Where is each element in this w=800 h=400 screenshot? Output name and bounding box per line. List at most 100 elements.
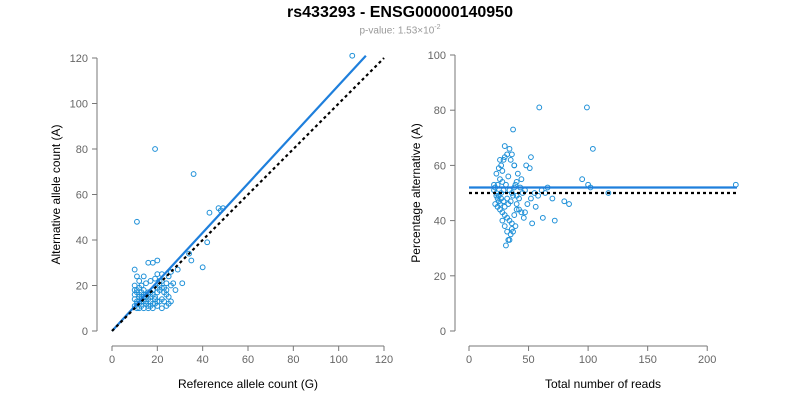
panel-percentage-alternative: 0 50 100 150 200 0 20 40 60 80 100 Total number of … bbox=[409, 50, 739, 391]
y-tick-label: 100 bbox=[70, 99, 88, 111]
data-point bbox=[172, 287, 179, 293]
data-point bbox=[513, 201, 520, 207]
data-point bbox=[508, 220, 515, 227]
data-point bbox=[535, 192, 541, 199]
data-point bbox=[136, 278, 143, 284]
x-tick-label: 40 bbox=[197, 354, 209, 366]
data-point bbox=[522, 209, 528, 216]
data-point bbox=[589, 145, 596, 152]
data-point bbox=[513, 192, 520, 199]
fit-line bbox=[111, 54, 367, 332]
data-point bbox=[493, 192, 500, 199]
data-point bbox=[529, 220, 536, 227]
data-point bbox=[508, 225, 515, 232]
x-tick-label: 80 bbox=[287, 354, 299, 366]
data-point bbox=[549, 195, 556, 202]
data-point bbox=[497, 156, 503, 163]
data-point bbox=[147, 293, 154, 300]
data-point bbox=[174, 266, 181, 273]
y-tick-label: 0 bbox=[440, 326, 446, 338]
data-point bbox=[495, 165, 502, 172]
chart-subtitle: p-value: 1.53×10-2 bbox=[0, 24, 800, 36]
p-value-exponent: -2 bbox=[434, 24, 441, 31]
y-axis-title: Alternative allele count (A) bbox=[49, 124, 63, 264]
x-tick-label: 100 bbox=[579, 354, 597, 366]
data-point bbox=[566, 201, 572, 207]
data-point bbox=[510, 126, 516, 133]
data-point bbox=[199, 264, 206, 271]
x-tick-label: 150 bbox=[638, 354, 656, 366]
data-point bbox=[165, 293, 172, 300]
data-point bbox=[204, 239, 211, 246]
x-tick-label: 120 bbox=[375, 354, 393, 366]
data-point bbox=[154, 257, 161, 264]
y-tick-label: 20 bbox=[76, 281, 88, 293]
data-point bbox=[136, 284, 143, 291]
y-tick-label: 60 bbox=[76, 190, 88, 202]
data-point bbox=[504, 228, 511, 235]
data-point bbox=[190, 171, 197, 177]
data-point bbox=[131, 287, 138, 293]
y-tick-label: 60 bbox=[434, 160, 446, 172]
data-point bbox=[499, 168, 506, 174]
y-tick-label: 100 bbox=[428, 50, 446, 62]
data-point bbox=[501, 223, 508, 230]
data-point bbox=[551, 217, 558, 224]
x-axis-title: Total number of reads bbox=[545, 377, 661, 391]
y-tick-label: 120 bbox=[70, 53, 88, 65]
y-tick-label: 0 bbox=[82, 326, 88, 338]
y-tick-label: 20 bbox=[434, 271, 446, 283]
data-point bbox=[495, 198, 502, 205]
data-point bbox=[526, 165, 533, 172]
data-point bbox=[518, 209, 525, 216]
data-point bbox=[168, 268, 174, 275]
data-point bbox=[168, 298, 174, 305]
data-point bbox=[507, 156, 514, 163]
data-point bbox=[508, 151, 515, 158]
data-point bbox=[536, 104, 543, 111]
p-value-text: p-value: 1.53×10 bbox=[359, 25, 435, 37]
data-point bbox=[156, 298, 163, 305]
y-tick-label: 80 bbox=[434, 105, 446, 117]
y-tick-label: 40 bbox=[434, 216, 446, 228]
data-point bbox=[147, 278, 154, 284]
data-point bbox=[506, 237, 513, 243]
data-point bbox=[152, 146, 158, 152]
data-point bbox=[605, 190, 612, 196]
data-point bbox=[134, 218, 140, 225]
data-point bbox=[501, 203, 508, 210]
data-point bbox=[561, 198, 568, 205]
data-point bbox=[501, 143, 508, 149]
data-point bbox=[514, 170, 521, 177]
data-point bbox=[511, 212, 518, 218]
data-point bbox=[499, 217, 506, 224]
data-point bbox=[518, 176, 525, 183]
data-point bbox=[152, 275, 158, 282]
data-point bbox=[179, 280, 186, 287]
data-point bbox=[512, 223, 519, 230]
data-point bbox=[499, 179, 506, 185]
data-point bbox=[158, 305, 165, 312]
reference-line bbox=[111, 57, 385, 332]
data-point bbox=[498, 190, 505, 196]
data-point bbox=[523, 162, 530, 169]
data-point bbox=[152, 296, 158, 303]
data-point bbox=[532, 203, 539, 210]
data-point bbox=[528, 195, 534, 202]
y-axis-title: Percentage alternative (A) bbox=[409, 123, 423, 262]
data-point bbox=[584, 104, 590, 111]
data-point bbox=[524, 201, 531, 207]
data-point bbox=[206, 209, 213, 216]
data-point bbox=[506, 145, 513, 152]
data-point bbox=[168, 282, 174, 289]
data-point bbox=[131, 266, 138, 273]
chart-title: rs433293 - ENSG00000140950 bbox=[287, 4, 513, 21]
data-point bbox=[513, 179, 520, 185]
data-point bbox=[528, 154, 534, 161]
x-tick-label: 60 bbox=[242, 354, 254, 366]
data-point bbox=[501, 154, 508, 161]
data-point bbox=[143, 280, 149, 287]
data-point bbox=[539, 214, 546, 221]
panel-allele-counts: 0 20 40 60 80 100 120 0 20 40 60 80 100 120 Reference … bbox=[49, 52, 393, 391]
x-tick-label: 50 bbox=[522, 354, 534, 366]
